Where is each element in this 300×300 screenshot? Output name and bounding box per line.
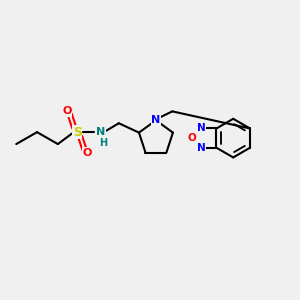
Text: S: S (73, 126, 82, 139)
Text: O: O (188, 133, 197, 143)
Text: O: O (62, 106, 71, 116)
Text: H: H (99, 138, 107, 148)
Text: N: N (96, 127, 106, 137)
Text: N: N (197, 143, 206, 153)
Text: O: O (83, 148, 92, 158)
Text: N: N (197, 124, 206, 134)
Text: N: N (151, 115, 160, 125)
